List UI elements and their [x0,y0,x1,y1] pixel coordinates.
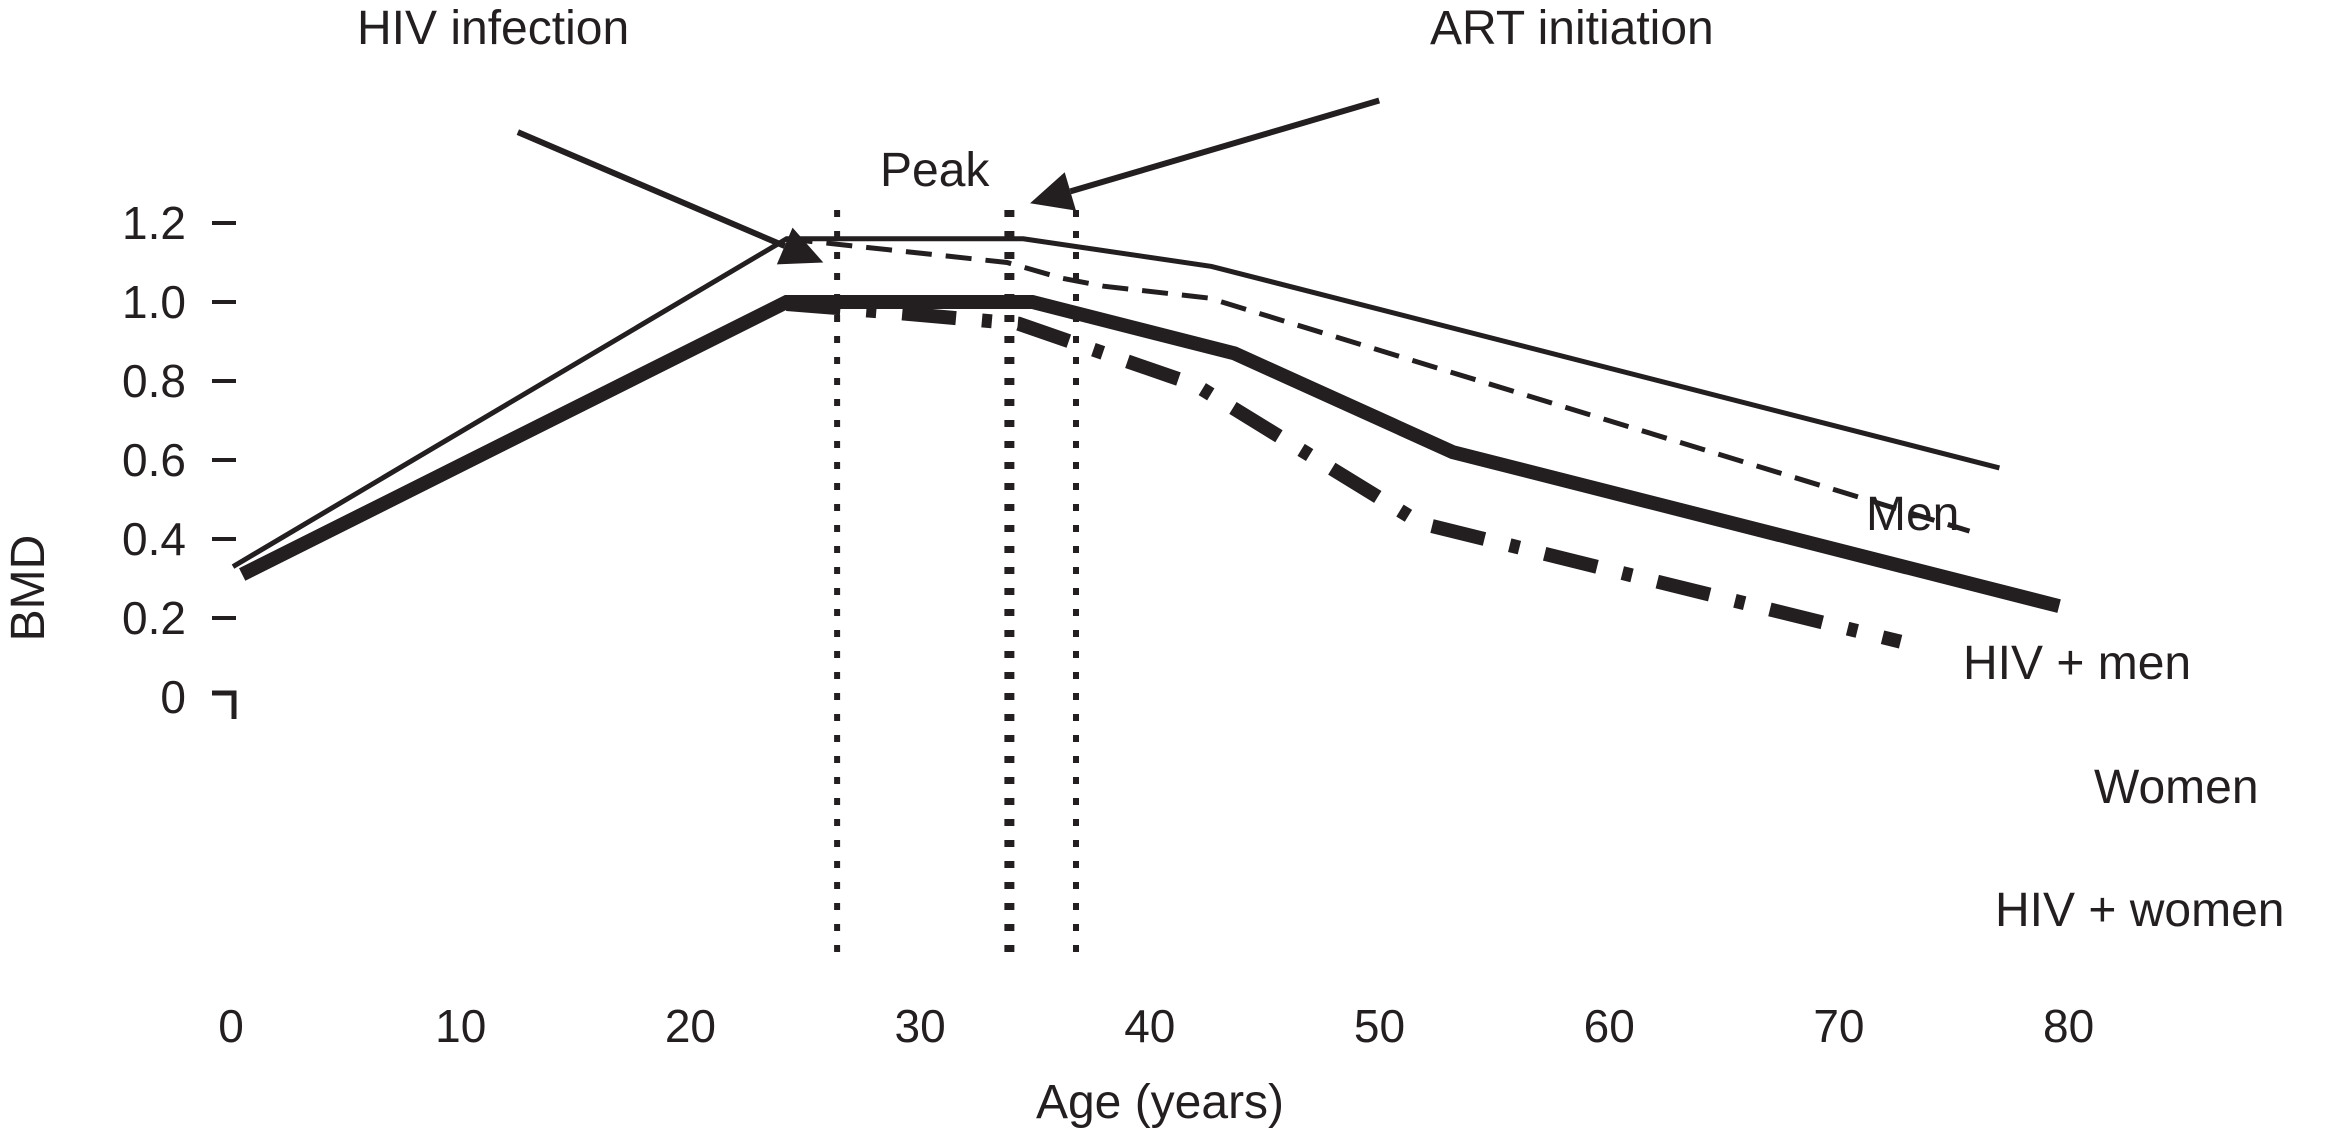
series-lines [231,236,2061,649]
vertical-markers [834,210,1079,955]
annotation-arrowhead-icon [776,227,824,265]
y-tick-label: 0 [160,671,186,723]
y-tick-label: 0.8 [122,355,186,407]
x-tick-label: 40 [1124,1000,1175,1052]
annotation-arrow-shaft [516,129,786,249]
y-axis-title: BMD [2,535,55,642]
annotation-arrowhead-icon [1030,172,1076,211]
series-label-hiv-women: HIV + women [1995,884,2284,937]
series-line-men [231,236,2001,569]
annotation-hiv-infection: HIV infection [357,2,629,55]
y-tick-label: 0.6 [122,434,186,486]
annotation-arrow-shaft [1069,97,1381,195]
x-axis-title: Age (years) [1036,1076,1284,1129]
series-label-hiv-men: HIV + men [1963,637,2191,690]
y-tick-mark-0-corner [212,690,237,719]
x-tick-label: 80 [2043,1000,2094,1052]
annotation-peak: Peak [880,144,990,197]
x-tick-label: 60 [1584,1000,1635,1052]
series-line-hiv-men [786,236,1971,534]
series-label-women: Women [2094,761,2259,814]
series-line-hiv-women [786,297,1903,649]
x-tick-label: 30 [895,1000,946,1052]
series-line-women [239,295,2061,613]
x-tick-label: 50 [1354,1000,1405,1052]
y-tick-label: 0.4 [122,513,186,565]
axes: 0 0.2 0.4 0.6 0.8 1.0 1.2 0 10 20 30 40 50 60 70 80 [122,197,2094,1052]
y-tick-label: 1.2 [122,197,186,249]
x-tick-label: 70 [1813,1000,1864,1052]
annotation-art-initiation: ART initiation [1430,2,1714,55]
y-tick-label: 1.0 [122,276,186,328]
x-tick-label: 20 [665,1000,716,1052]
x-tick-label: 0 [218,1000,244,1052]
y-tick-label: 0.2 [122,592,186,644]
x-tick-label: 10 [435,1000,486,1052]
annotation-arrows [516,97,1381,265]
